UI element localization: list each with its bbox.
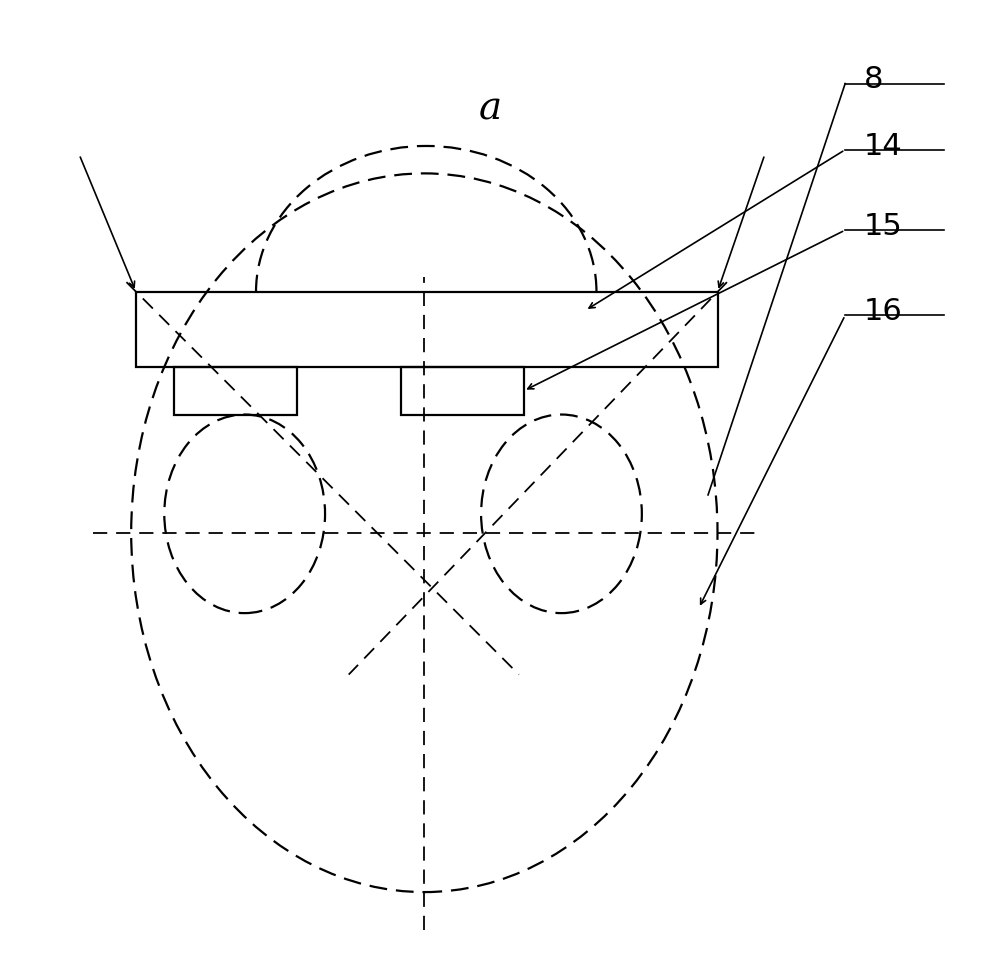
Text: a: a <box>479 90 502 127</box>
Text: 14: 14 <box>864 132 903 160</box>
Text: 8: 8 <box>864 65 884 94</box>
Text: 16: 16 <box>864 296 903 326</box>
Bar <box>136 293 718 368</box>
Bar <box>401 368 524 416</box>
Bar <box>174 368 297 416</box>
Text: 15: 15 <box>864 212 903 241</box>
